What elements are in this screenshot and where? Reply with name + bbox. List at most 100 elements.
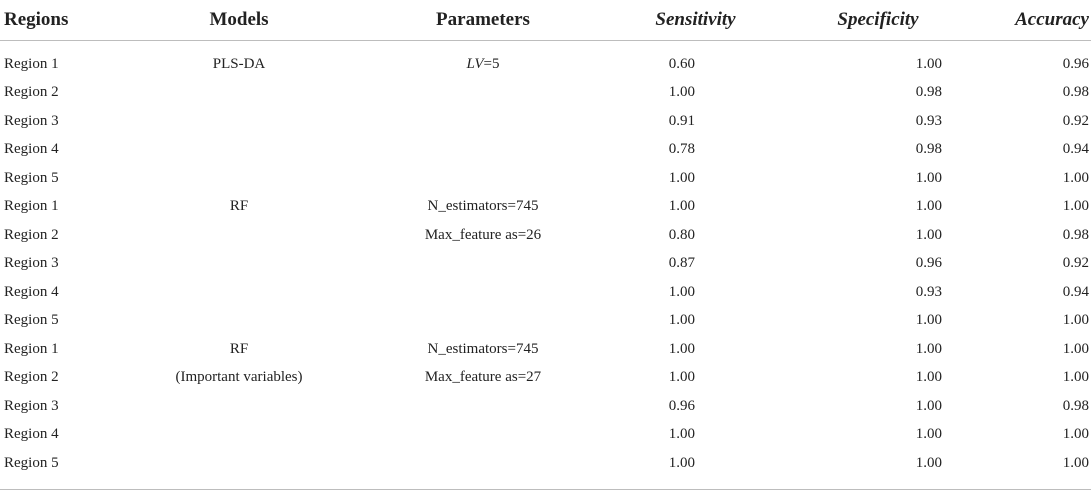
table-row: Region 1 RF N_estimators=745 1.00 1.00 1.00: [0, 193, 1091, 222]
parameter-cell: [358, 421, 608, 450]
table-row: Region 3 0.87 0.96 0.92: [0, 250, 1091, 279]
header-row: Regions Models Parameters Sensitivity Sp…: [0, 0, 1091, 41]
region-cell: Region 2: [4, 84, 59, 101]
accuracy-cell: 0.98: [1062, 84, 1089, 101]
parameter-cell: [358, 250, 608, 279]
specificity-cell: 1.00: [915, 55, 942, 72]
accuracy-cell: 1.00: [1062, 169, 1089, 186]
model-cell: (Important variables): [175, 369, 303, 386]
model-cell: [120, 421, 358, 450]
model-cell: [120, 449, 358, 478]
sensitivity-cell: 0.87: [668, 255, 695, 272]
model-cell: RF: [229, 198, 249, 215]
specificity-cell: 1.00: [915, 340, 942, 357]
parameter-italic-text: LV: [466, 55, 484, 72]
specificity-cell: 1.00: [915, 426, 942, 443]
model-cell: [120, 221, 358, 250]
table-body: Region 1 PLS-DA LV=5 0.60 1.00 0.96 Region 2 1.…: [0, 41, 1091, 478]
table-row: Region 5 1.00 1.00 1.00: [0, 164, 1091, 193]
header-sensitivity: Sensitivity: [608, 0, 783, 41]
region-cell: Region 4: [4, 283, 59, 300]
model-cell: [120, 307, 358, 336]
header-parameters: Parameters: [358, 0, 608, 41]
table-row: Region 2 (Important variables) Max_feature…: [0, 364, 1091, 393]
parameter-text: =5: [483, 55, 500, 72]
accuracy-cell: 1.00: [1062, 369, 1089, 386]
region-cell: Region 3: [4, 397, 59, 414]
region-cell: Region 1: [4, 55, 59, 72]
model-cell: RF: [229, 340, 249, 357]
table-row: Region 1 PLS-DA LV=5 0.60 1.00 0.96: [0, 41, 1091, 79]
specificity-cell: 1.00: [915, 198, 942, 215]
parameter-cell: [358, 107, 608, 136]
table-row: Region 4 0.78 0.98 0.94: [0, 136, 1091, 165]
accuracy-cell: 0.94: [1062, 141, 1089, 158]
specificity-cell: 0.93: [915, 112, 942, 129]
table-header: Regions Models Parameters Sensitivity Sp…: [0, 0, 1091, 41]
region-cell: Region 1: [4, 340, 59, 357]
table-row: Region 3 0.91 0.93 0.92: [0, 107, 1091, 136]
region-cell: Region 1: [4, 198, 59, 215]
region-cell: Region 3: [4, 255, 59, 272]
region-cell: Region 2: [4, 369, 59, 386]
specificity-cell: 0.98: [915, 84, 942, 101]
parameter-cell: N_estimators=745: [358, 335, 608, 364]
specificity-cell: 1.00: [915, 312, 942, 329]
model-cell: [120, 79, 358, 108]
accuracy-cell: 0.92: [1062, 255, 1089, 272]
parameter-cell: Max_feature as=26: [358, 221, 608, 250]
parameter-cell: [358, 392, 608, 421]
parameter-cell: LV=5: [358, 41, 608, 79]
table-row: Region 4 1.00 0.93 0.94: [0, 278, 1091, 307]
header-specificity: Specificity: [783, 0, 973, 41]
specificity-cell: 0.96: [915, 255, 942, 272]
specificity-cell: 1.00: [915, 397, 942, 414]
specificity-cell: 0.93: [915, 283, 942, 300]
model-cell: [120, 164, 358, 193]
accuracy-cell: 0.98: [1062, 226, 1089, 243]
table-row: Region 1 RF N_estimators=745 1.00 1.00 1.00: [0, 335, 1091, 364]
accuracy-cell: 1.00: [1062, 340, 1089, 357]
region-cell: Region 5: [4, 312, 59, 329]
header-models: Models: [120, 0, 358, 41]
region-cell: Region 4: [4, 426, 59, 443]
table-row: Region 4 1.00 1.00 1.00: [0, 421, 1091, 450]
table-row: Region 3 0.96 1.00 0.98: [0, 392, 1091, 421]
header-accuracy: Accuracy: [973, 0, 1091, 41]
parameter-text: N_estimators=745: [427, 198, 539, 215]
sensitivity-cell: 0.60: [668, 55, 695, 72]
accuracy-cell: 1.00: [1062, 426, 1089, 443]
model-cell: [120, 250, 358, 279]
sensitivity-cell: 0.80: [668, 226, 695, 243]
sensitivity-cell: 1.00: [668, 198, 695, 215]
sensitivity-cell: 1.00: [668, 426, 695, 443]
header-regions: Regions: [0, 0, 120, 41]
sensitivity-cell: 0.91: [668, 112, 695, 129]
parameter-cell: [358, 136, 608, 165]
model-cell: PLS-DA: [212, 55, 266, 72]
sensitivity-cell: 1.00: [668, 454, 695, 471]
sensitivity-cell: 1.00: [668, 169, 695, 186]
table-row: Region 5 1.00 1.00 1.00: [0, 307, 1091, 336]
table-row: Region 2 1.00 0.98 0.98: [0, 79, 1091, 108]
parameter-text: Max_feature as=26: [424, 226, 542, 243]
specificity-cell: 1.00: [915, 454, 942, 471]
accuracy-cell: 1.00: [1062, 198, 1089, 215]
accuracy-cell: 0.92: [1062, 112, 1089, 129]
specificity-cell: 1.00: [915, 369, 942, 386]
parameter-cell: [358, 164, 608, 193]
parameter-cell: [358, 278, 608, 307]
region-cell: Region 5: [4, 169, 59, 186]
sensitivity-cell: 1.00: [668, 84, 695, 101]
accuracy-cell: 0.94: [1062, 283, 1089, 300]
sensitivity-cell: 1.00: [668, 283, 695, 300]
specificity-cell: 0.98: [915, 141, 942, 158]
sensitivity-cell: 1.00: [668, 312, 695, 329]
parameter-cell: [358, 449, 608, 478]
region-cell: Region 2: [4, 226, 59, 243]
parameter-cell: N_estimators=745: [358, 193, 608, 222]
accuracy-cell: 1.00: [1062, 454, 1089, 471]
specificity-cell: 1.00: [915, 169, 942, 186]
model-cell: [120, 392, 358, 421]
